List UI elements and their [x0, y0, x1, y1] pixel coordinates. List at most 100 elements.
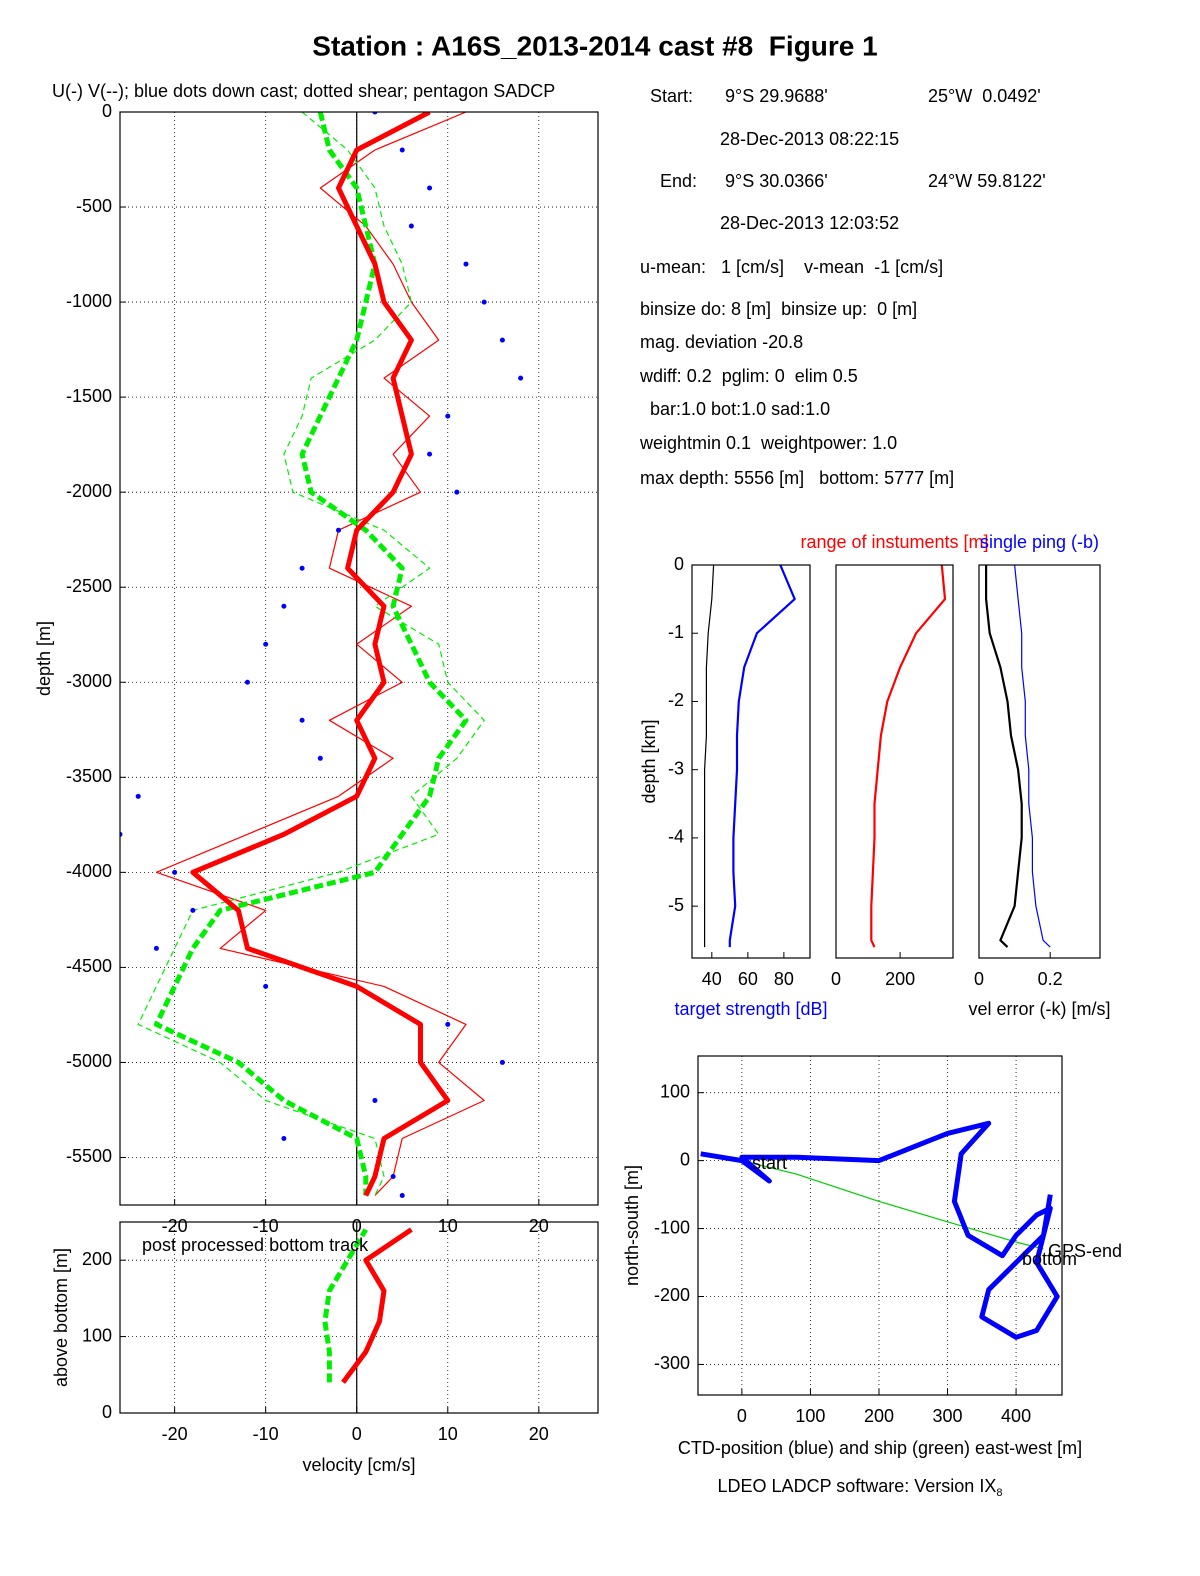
- dot: [481, 299, 487, 305]
- y-tick-label: -4500: [66, 956, 112, 976]
- x-tick-label: 0: [831, 969, 841, 989]
- dot: [463, 261, 469, 267]
- info-text: 28-Dec-2013 08:22:15: [720, 129, 899, 149]
- y-tick-label: -4: [668, 827, 684, 847]
- info-text: 25°W 0.0492': [928, 86, 1041, 106]
- figure-title: Station : A16S_2013-2014 cast #8 Figure …: [312, 30, 877, 61]
- y-tick-label: 0: [680, 1149, 690, 1169]
- panel-title: range of instuments [m]: [800, 532, 988, 552]
- x-tick-label: 40: [702, 969, 722, 989]
- x-tick-label: 400: [1001, 1406, 1031, 1426]
- y-axis-label: north-south [m]: [622, 1165, 642, 1286]
- x-tick-label: 20: [529, 1424, 549, 1444]
- y-tick-label: -5000: [66, 1051, 112, 1071]
- dot: [518, 375, 524, 381]
- dot: [454, 489, 460, 495]
- dot: [317, 755, 323, 761]
- y-tick-label: -3500: [66, 766, 112, 786]
- y-axis-label: depth [m]: [34, 621, 54, 696]
- x-tick-label: 0.2: [1038, 969, 1063, 989]
- y-tick-label: -4000: [66, 861, 112, 881]
- y-tick-label: -500: [76, 196, 112, 216]
- y-tick-label: -300: [654, 1353, 690, 1373]
- series-line: [870, 565, 947, 948]
- dot: [445, 413, 451, 419]
- y-axis-label: above bottom [m]: [51, 1248, 71, 1387]
- y-tick-label: 0: [102, 101, 112, 121]
- dot: [153, 945, 159, 951]
- y-tick-label: -2: [668, 690, 684, 710]
- series-line: [322, 1228, 368, 1383]
- dot: [408, 223, 414, 229]
- x-tick-label: -20: [162, 1216, 188, 1236]
- x-tick-label: -20: [162, 1424, 188, 1444]
- series-line: [341, 1227, 413, 1384]
- plot-frame: [119, 1221, 599, 1414]
- x-tick-label: 0: [737, 1406, 747, 1426]
- dot: [399, 1192, 405, 1198]
- map-label: GPS-end: [1048, 1241, 1122, 1261]
- info-text: weightmin 0.1 weightpower: 1.0: [639, 433, 897, 453]
- plot-frame: [697, 1055, 1063, 1396]
- series-line: [700, 1120, 1060, 1340]
- x-axis-label: CTD-position (blue) and ship (green) eas…: [678, 1438, 1082, 1458]
- x-tick-label: 0: [352, 1424, 362, 1444]
- y-tick-label: -100: [654, 1217, 690, 1237]
- series-line: [741, 1160, 1044, 1250]
- y-tick-label: -5500: [66, 1146, 112, 1166]
- x-tick-label: -10: [253, 1216, 279, 1236]
- info-text: 9°S 30.0366': [725, 171, 828, 191]
- x-tick-label: 20: [529, 1216, 549, 1236]
- dot: [135, 793, 141, 799]
- dot: [299, 717, 305, 723]
- info-text: 9°S 29.9688': [725, 86, 828, 106]
- series-line: [728, 565, 796, 948]
- x-axis-label: velocity [cm/s]: [302, 1455, 415, 1475]
- x-axis-label: target strength [dB]: [674, 999, 827, 1019]
- y-tick-label: -3: [668, 758, 684, 778]
- x-tick-label: 0: [974, 969, 984, 989]
- footer-text: LDEO LADCP software: Version IX: [718, 1476, 997, 1496]
- info-text: max depth: 5556 [m] bottom: 5777 [m]: [640, 468, 954, 488]
- y-tick-label: 100: [660, 1081, 690, 1101]
- x-tick-label: 300: [932, 1406, 962, 1426]
- info-text: binsize do: 8 [m] binsize up: 0 [m]: [640, 299, 917, 319]
- series-line: [985, 565, 1023, 948]
- dot: [120, 831, 123, 837]
- y-tick-label: -5: [668, 895, 684, 915]
- dot: [427, 451, 433, 457]
- plot-frame: [978, 564, 1101, 959]
- y-tick-label: -2500: [66, 576, 112, 596]
- x-tick-label: 200: [864, 1406, 894, 1426]
- y-tick-label: -3000: [66, 671, 112, 691]
- dot: [427, 185, 433, 191]
- x-tick-label: 10: [438, 1216, 458, 1236]
- series-line: [153, 112, 469, 1196]
- info-text: 28-Dec-2013 12:03:52: [720, 213, 899, 233]
- y-tick-label: -2000: [66, 481, 112, 501]
- info-text: End:: [660, 171, 697, 191]
- info-text: mag. deviation -20.8: [640, 332, 803, 352]
- dot: [499, 337, 505, 343]
- y-tick-label: 0: [674, 554, 684, 574]
- y-axis-label: depth [km]: [639, 719, 659, 803]
- x-tick-label: -10: [253, 1424, 279, 1444]
- map-label: start: [752, 1153, 787, 1173]
- x-axis-label: vel error (-k) [m/s]: [969, 999, 1111, 1019]
- x-tick-label: 60: [738, 969, 758, 989]
- series-line: [704, 565, 715, 948]
- y-tick-label: 100: [82, 1325, 112, 1345]
- y-tick-label: -1: [668, 622, 684, 642]
- y-tick-label: -1500: [66, 386, 112, 406]
- series-line: [190, 112, 451, 1197]
- dot: [372, 112, 378, 115]
- y-tick-label: 200: [82, 1249, 112, 1269]
- dot: [263, 983, 269, 989]
- annotation: post processed bottom track: [142, 1235, 369, 1255]
- info-text: bar:1.0 bot:1.0 sad:1.0: [640, 399, 830, 419]
- info-text: u-mean: 1 [cm/s] v-mean -1 [cm/s]: [640, 257, 943, 277]
- dot: [372, 1097, 378, 1103]
- info-text: 24°W 59.8122': [928, 171, 1046, 191]
- dot: [399, 147, 405, 153]
